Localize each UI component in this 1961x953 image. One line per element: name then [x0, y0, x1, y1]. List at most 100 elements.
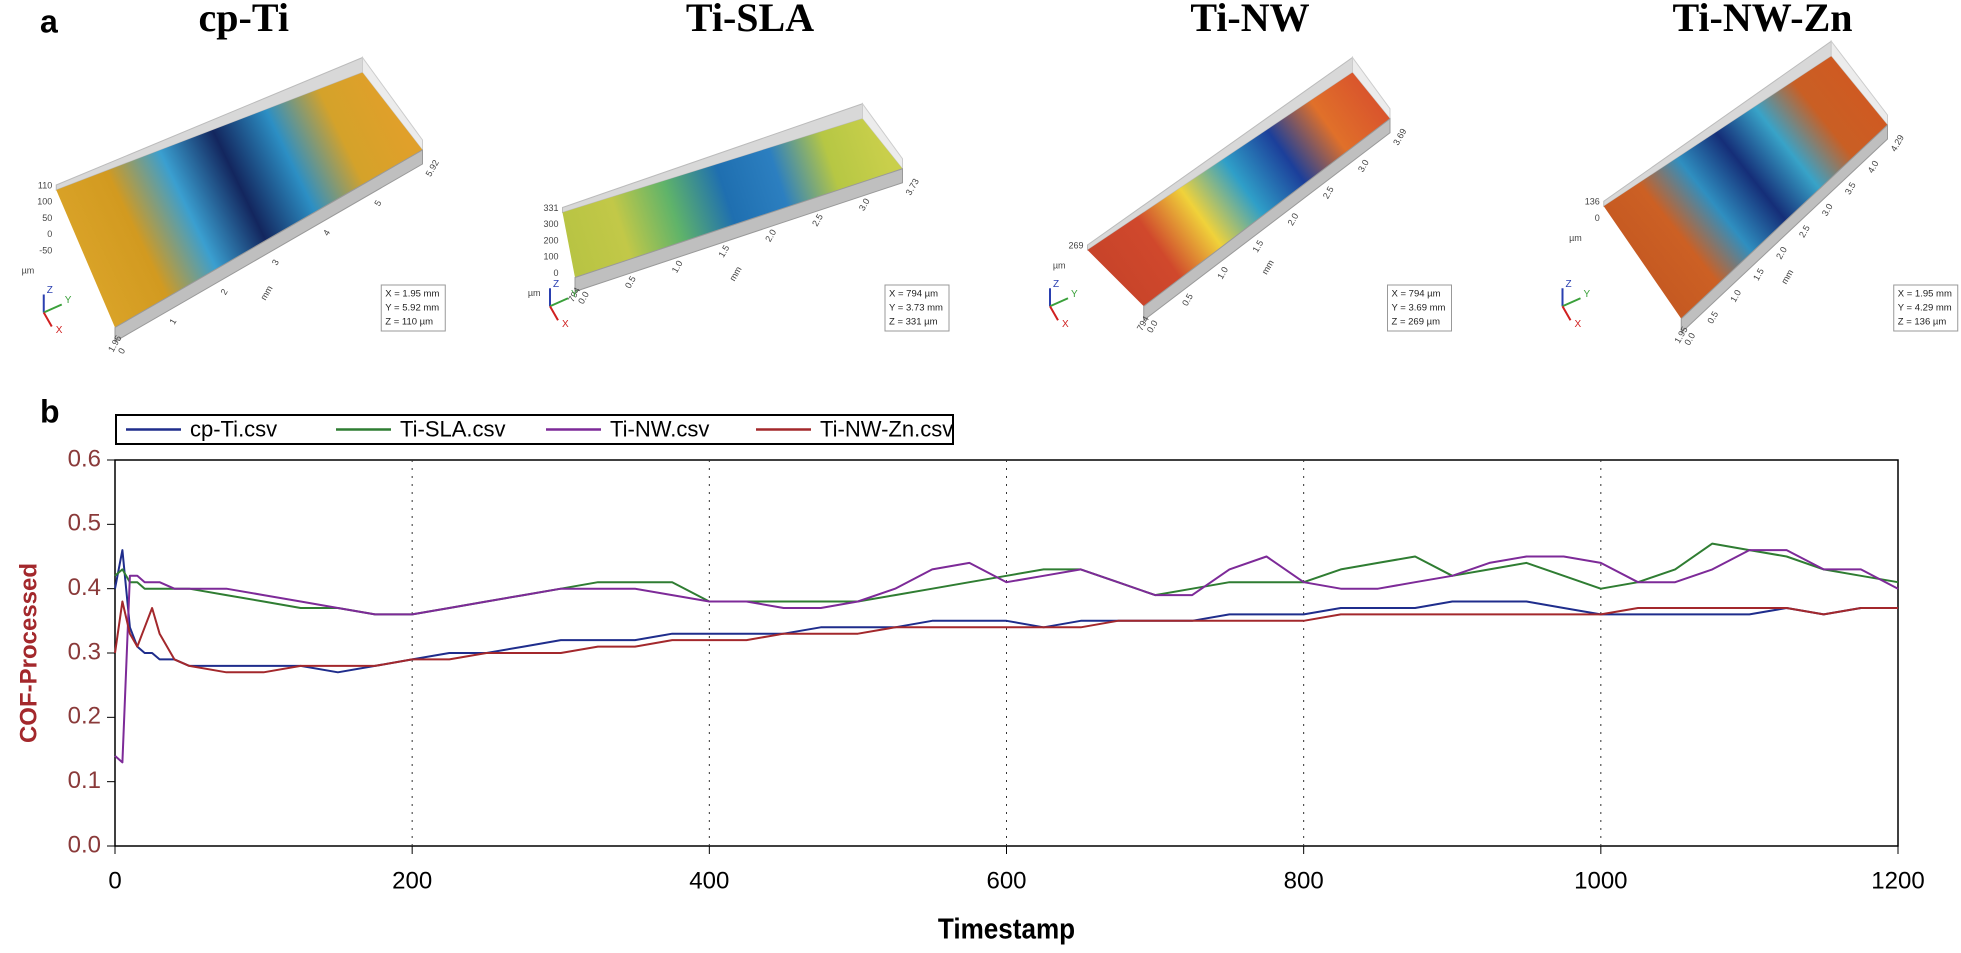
triad-label: X — [562, 319, 569, 330]
triad-axis — [1562, 297, 1581, 308]
x-tick-label: 0 — [108, 867, 121, 894]
y-tick-label: 0.5 — [68, 510, 101, 537]
y-axis-title: COF-Processed — [15, 563, 42, 743]
x-tick-label: 2.5 — [1797, 223, 1812, 239]
x-tick-label: 2.0 — [1286, 211, 1301, 227]
triad-label: Z — [1566, 279, 1572, 290]
surface-title: Ti-NW — [1190, 0, 1309, 40]
triad-label: Z — [47, 285, 53, 296]
info-text: Y = 3.69 mm — [1392, 303, 1446, 314]
panel-label: b — [40, 393, 60, 429]
x-tick-label: 1.0 — [1215, 265, 1230, 281]
x-tick-label: 0.5 — [1180, 292, 1195, 308]
y-tick-label: 0.0 — [68, 831, 101, 858]
x-tick-label: 0.5 — [623, 274, 638, 290]
side-wall — [362, 55, 423, 152]
x-tick-label: 2.0 — [1774, 245, 1789, 261]
info-text: Z = 269 µm — [1392, 317, 1441, 328]
legend-label: Ti-SLA.csv — [400, 416, 506, 441]
info-box — [1387, 284, 1452, 332]
legend-label: cp-Ti.csv — [190, 416, 277, 441]
info-text: Z = 331 µm — [889, 317, 938, 328]
x-tick-label: 0.5 — [1705, 310, 1720, 326]
info-text: Y = 4.29 mm — [1898, 303, 1952, 314]
triad-label: Y — [571, 289, 578, 300]
front-face — [114, 149, 423, 343]
series-line — [114, 600, 1898, 674]
z-tick-label: -50 — [39, 245, 52, 255]
series-line — [114, 542, 1899, 616]
triad-axis — [549, 305, 559, 321]
surface-title: Ti-SLA — [686, 0, 814, 40]
info-box — [380, 284, 446, 332]
x-tick-label: 1.5 — [1751, 267, 1766, 283]
side-wall — [862, 102, 903, 171]
triad-axis — [1561, 305, 1572, 321]
x-tick-label: 3.69 — [1391, 127, 1408, 147]
x-tick-label: 1.5 — [1250, 238, 1265, 254]
x-tick-label: 4.29 — [1889, 133, 1906, 153]
z-tick-label: 331 — [543, 203, 558, 213]
z-unit: µm — [22, 266, 35, 276]
info-text: X = 794 µm — [889, 289, 938, 300]
y-tick-label: 0.3 — [68, 638, 101, 665]
x-tick-label: 600 — [986, 867, 1026, 894]
x-tick-label: 3.73 — [904, 177, 921, 197]
x-tick-label: 3.0 — [1820, 202, 1835, 218]
z-tick-label: 110 — [38, 180, 52, 190]
z-tick-label: 300 — [543, 219, 558, 229]
triad-axis — [1049, 297, 1069, 308]
x-unit: mm — [1260, 258, 1276, 276]
x-tick-label: 800 — [1284, 867, 1324, 894]
surface — [562, 118, 903, 278]
x-tick-label: 1200 — [1871, 867, 1924, 894]
surface-title: cp-Ti — [199, 0, 289, 40]
y-tick-label: 0.1 — [68, 767, 101, 794]
triad-label: X — [56, 325, 63, 336]
y-tick-label: 0.2 — [68, 703, 101, 730]
triad-label: X — [1062, 319, 1069, 330]
series-line — [114, 549, 1899, 764]
triad-label: Z — [553, 279, 559, 290]
z-tick-label: 269 — [1068, 240, 1083, 250]
info-text: Z = 110 µm — [385, 317, 433, 328]
info-box — [1893, 284, 1959, 332]
info-text: X = 1.95 mm — [1898, 289, 1952, 300]
surface — [1087, 72, 1390, 307]
x-tick-label: 400 — [689, 867, 729, 894]
panel-label: a — [40, 3, 58, 39]
z-tick-label: 136 — [1585, 197, 1600, 207]
triad-label: Z — [1053, 279, 1059, 290]
legend-box — [115, 414, 954, 445]
z-tick-label: 0 — [47, 229, 52, 239]
x-tick-label: 4.0 — [1866, 159, 1881, 175]
x-unit: mm — [259, 284, 275, 302]
x-axis-title: Timestamp — [938, 912, 1075, 945]
x-tick-label: 3.0 — [857, 197, 872, 213]
z-tick-label: 50 — [42, 213, 52, 223]
x-tick-label: 2.0 — [763, 228, 778, 244]
x-tick-label: 2.5 — [810, 212, 825, 228]
x-tick-label: 1.0 — [670, 259, 685, 275]
x-tick-label: 2 — [219, 287, 230, 296]
x-unit: mm — [1779, 268, 1795, 286]
surface — [56, 72, 423, 328]
legend-label: Ti-NW-Zn.csv — [820, 416, 953, 441]
x-unit: mm — [728, 265, 744, 283]
info-text: X = 794 µm — [1392, 289, 1441, 300]
surface — [1603, 56, 1888, 319]
triad-axis — [1049, 305, 1059, 321]
x-tick-label: 200 — [392, 867, 432, 894]
x-tick-label: 4 — [321, 228, 332, 237]
triad-axis — [549, 297, 569, 308]
triad-label: Y — [65, 295, 72, 306]
x-tick-label: 1 — [167, 317, 178, 326]
front-face — [574, 168, 903, 293]
info-text: Y = 3.73 mm — [889, 303, 943, 314]
y-tick-label: 0.4 — [68, 574, 101, 601]
front-face — [1143, 117, 1391, 322]
x-tick-label: 3.5 — [1843, 180, 1858, 196]
front-face — [1680, 123, 1888, 334]
info-text: Z = 136 µm — [1898, 317, 1947, 328]
